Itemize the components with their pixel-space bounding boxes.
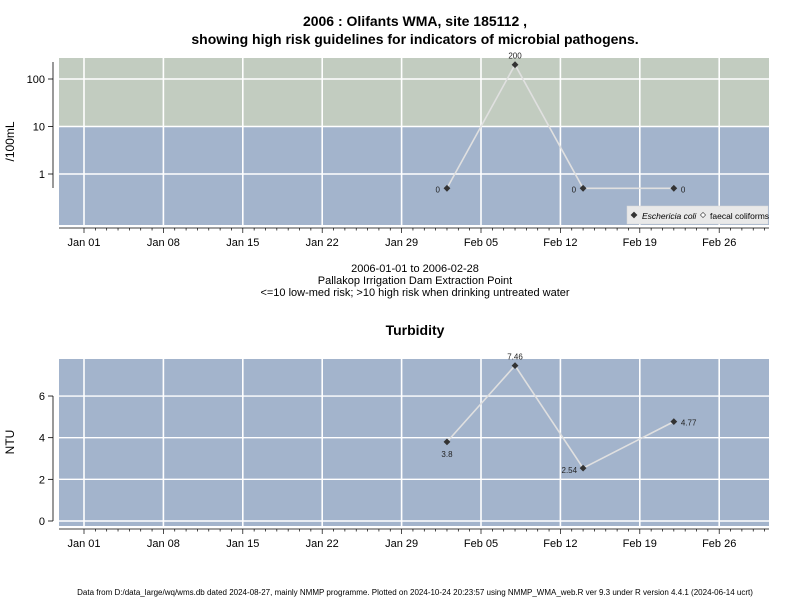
- turbidity-chart-title: Turbidity: [385, 322, 445, 338]
- turbidity-data-label: 7.46: [507, 353, 523, 362]
- high-risk-zone: [59, 58, 769, 127]
- legend-ecoli-marker: [630, 211, 638, 219]
- ecoli-data-label: 0: [681, 185, 686, 194]
- ecoli-data-label: 0: [436, 185, 441, 194]
- date-range-caption: 2006-01-01 to 2006-02-28: [351, 263, 479, 275]
- y-tick-label: 10: [33, 122, 45, 134]
- x-tick-label: Feb 19: [623, 237, 657, 249]
- legend-faecal-label: faecal coliforms: [710, 211, 769, 221]
- y-tick-label: 6: [39, 391, 45, 403]
- x-tick-label: Jan 29: [385, 237, 418, 249]
- ecoli-series-line: [446, 63, 674, 190]
- footer-note: Data from D:/data_large/wq/wms.db dated …: [77, 588, 753, 597]
- guideline-caption: <=10 low-med risk; >10 high risk when dr…: [260, 287, 570, 299]
- ecoli-point: [511, 61, 519, 69]
- x-tick-label: Jan 22: [306, 538, 339, 550]
- chart-title-line-2: showing high risk guidelines for indicat…: [191, 31, 639, 47]
- ecoli-point: [579, 184, 587, 192]
- chart-title-line-1: 2006 : Olifants WMA, site 185112 ,: [302, 13, 528, 29]
- x-tick-label: Jan 01: [67, 538, 100, 550]
- turbidity-series-line: [446, 364, 675, 470]
- y-axis-label: NTU: [3, 430, 17, 455]
- x-tick-label: Feb 12: [543, 237, 577, 249]
- y-tick-label: 2: [39, 474, 45, 486]
- legend-box: [626, 205, 769, 225]
- turbidity-data-label: 2.54: [562, 466, 578, 475]
- turbidity-data-label: 4.77: [681, 419, 697, 428]
- x-tick-label: Feb 12: [543, 538, 577, 550]
- ecoli-point: [443, 184, 451, 192]
- legend-faecal-marker: [699, 211, 707, 219]
- turbidity-chart: Jan 01 Jan 08 Jan 15 Jan 22 Jan 29 Feb 05 Feb …: [3, 353, 769, 550]
- x-tick-label: Jan 15: [226, 538, 259, 550]
- site-name-caption: Pallakop Irrigation Dam Extraction Point: [317, 275, 513, 287]
- x-tick-label: Feb 26: [702, 538, 736, 550]
- turbidity-point: [511, 362, 519, 370]
- y-tick-label: 4: [39, 433, 45, 445]
- x-tick-label: Jan 22: [306, 237, 339, 249]
- ecoli-data-label: 0: [572, 185, 577, 194]
- plot-panel: [59, 359, 769, 526]
- x-tick-label: Feb 05: [464, 538, 498, 550]
- x-tick-label: Jan 08: [147, 538, 180, 550]
- x-tick-label: Feb 26: [702, 237, 736, 249]
- turbidity-point: [579, 464, 587, 472]
- x-tick-label: Jan 15: [226, 237, 259, 249]
- x-tick-label: Jan 08: [147, 237, 180, 249]
- microbial-chart: Jan 01 Jan 08 Jan 15 Jan 22 Jan 29 Feb 05 Feb …: [3, 52, 769, 249]
- x-tick-label: Jan 01: [67, 237, 100, 249]
- x-tick-label: Feb 19: [623, 538, 657, 550]
- turbidity-point: [443, 438, 451, 446]
- turbidity-point: [670, 418, 678, 426]
- y-tick-label: 0: [39, 516, 45, 528]
- x-tick-label: Jan 29: [385, 538, 418, 550]
- y-axis-label: /100mL: [3, 121, 17, 161]
- legend-ecoli-label: Eschericia coli: [642, 211, 697, 221]
- turbidity-data-label: 3.8: [441, 450, 453, 459]
- legend: Eschericia coli faecal coliforms: [626, 205, 769, 225]
- y-tick-label: 1: [39, 169, 45, 181]
- y-tick-label: 100: [27, 74, 45, 86]
- ecoli-point: [670, 184, 678, 192]
- x-tick-label: Feb 05: [464, 237, 498, 249]
- ecoli-data-label: 200: [508, 52, 522, 61]
